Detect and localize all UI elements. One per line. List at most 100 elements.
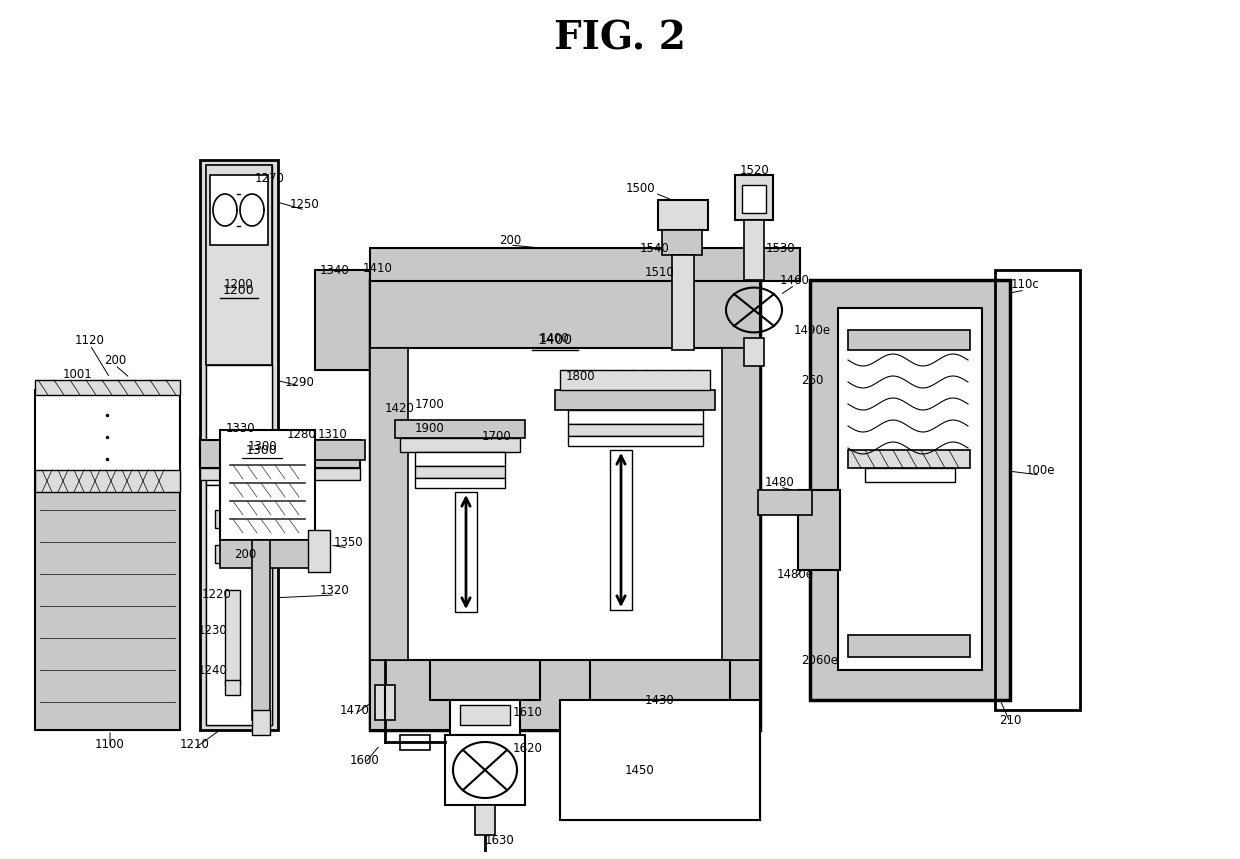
Text: 100e: 100e bbox=[1025, 464, 1055, 477]
Bar bbox=[219, 430, 315, 540]
Text: 1400: 1400 bbox=[541, 332, 570, 344]
Text: 1900: 1900 bbox=[415, 422, 445, 435]
Text: 210: 210 bbox=[998, 714, 1022, 727]
Text: 200: 200 bbox=[234, 549, 257, 562]
Text: 1300: 1300 bbox=[246, 443, 278, 456]
Bar bbox=[560, 370, 711, 390]
Bar bbox=[315, 270, 370, 370]
Text: 1430: 1430 bbox=[645, 693, 675, 706]
Text: 1530: 1530 bbox=[765, 241, 795, 254]
Bar bbox=[560, 700, 760, 820]
Text: 1330: 1330 bbox=[226, 422, 254, 435]
Text: 1610: 1610 bbox=[513, 706, 543, 720]
Text: 1700: 1700 bbox=[415, 399, 445, 411]
Text: 1520: 1520 bbox=[740, 163, 770, 176]
Text: 1250: 1250 bbox=[290, 198, 320, 211]
Text: 1420: 1420 bbox=[386, 401, 415, 415]
Bar bbox=[455, 492, 477, 612]
Bar bbox=[744, 220, 764, 280]
Bar bbox=[308, 530, 330, 572]
Bar bbox=[224, 680, 241, 695]
Bar bbox=[401, 735, 430, 750]
Bar bbox=[370, 248, 800, 281]
Bar bbox=[215, 545, 265, 563]
Text: 1120: 1120 bbox=[76, 333, 105, 346]
Bar bbox=[994, 270, 1080, 710]
Bar bbox=[590, 660, 730, 700]
Bar bbox=[838, 308, 982, 670]
Text: 200: 200 bbox=[104, 354, 126, 367]
Bar bbox=[206, 485, 272, 725]
Text: 1620: 1620 bbox=[513, 741, 543, 754]
Bar bbox=[35, 490, 180, 730]
Text: 1300: 1300 bbox=[247, 441, 277, 454]
Bar bbox=[662, 230, 702, 255]
Bar bbox=[35, 390, 180, 490]
Text: 1290: 1290 bbox=[285, 375, 315, 388]
Text: 1220: 1220 bbox=[202, 588, 232, 601]
Text: 1310: 1310 bbox=[319, 429, 348, 442]
Bar bbox=[848, 450, 970, 468]
Bar bbox=[430, 660, 539, 700]
Bar bbox=[35, 470, 180, 492]
Text: 1200: 1200 bbox=[224, 278, 254, 291]
Text: 1500: 1500 bbox=[625, 181, 655, 194]
Text: 1230: 1230 bbox=[198, 624, 228, 637]
Bar bbox=[252, 710, 270, 735]
Text: 1400: 1400 bbox=[537, 333, 573, 347]
Text: 1210: 1210 bbox=[180, 739, 210, 752]
Bar bbox=[744, 338, 764, 366]
Text: 1270: 1270 bbox=[255, 172, 285, 185]
Text: 1450: 1450 bbox=[625, 764, 655, 777]
Bar bbox=[35, 380, 180, 395]
Bar bbox=[206, 365, 272, 485]
Text: 1460: 1460 bbox=[780, 273, 810, 287]
Bar bbox=[672, 255, 694, 350]
Bar bbox=[568, 424, 703, 436]
Bar bbox=[210, 175, 268, 245]
Text: FIG. 2: FIG. 2 bbox=[554, 19, 686, 57]
Bar bbox=[758, 490, 812, 515]
Bar bbox=[742, 185, 766, 213]
Bar bbox=[219, 540, 315, 568]
Text: 1410: 1410 bbox=[363, 261, 393, 275]
Text: 1240: 1240 bbox=[198, 663, 228, 677]
Text: 1630: 1630 bbox=[485, 833, 515, 846]
Bar bbox=[810, 280, 1011, 700]
Bar bbox=[415, 452, 505, 466]
Bar bbox=[460, 705, 510, 725]
Bar bbox=[200, 440, 360, 468]
Bar bbox=[658, 200, 708, 230]
Bar bbox=[475, 805, 495, 835]
Text: 1800: 1800 bbox=[565, 370, 595, 383]
Bar bbox=[305, 440, 365, 460]
Text: 1280: 1280 bbox=[288, 429, 317, 442]
Text: 2060e: 2060e bbox=[801, 654, 838, 667]
Bar bbox=[370, 280, 760, 730]
Text: 1470: 1470 bbox=[340, 704, 370, 716]
Bar bbox=[415, 466, 505, 478]
Text: 1490e: 1490e bbox=[794, 324, 831, 337]
Bar bbox=[556, 390, 715, 410]
Text: 1600: 1600 bbox=[350, 753, 379, 766]
Bar bbox=[252, 540, 270, 720]
Bar bbox=[735, 175, 773, 220]
Bar bbox=[450, 700, 520, 735]
Bar bbox=[415, 478, 505, 488]
Text: 110c: 110c bbox=[1011, 278, 1039, 291]
Text: 1540: 1540 bbox=[640, 241, 670, 254]
Bar bbox=[370, 660, 760, 730]
Bar bbox=[610, 450, 632, 610]
Bar bbox=[200, 160, 278, 730]
Text: 1340: 1340 bbox=[320, 264, 350, 277]
Bar bbox=[206, 165, 272, 365]
Bar bbox=[568, 436, 703, 446]
Bar bbox=[374, 685, 396, 720]
Text: 1480e: 1480e bbox=[776, 569, 813, 582]
Bar bbox=[370, 348, 408, 660]
Text: 260: 260 bbox=[801, 374, 823, 387]
Bar bbox=[401, 438, 520, 452]
Bar bbox=[215, 510, 265, 528]
Bar bbox=[799, 490, 839, 570]
Bar bbox=[224, 590, 241, 685]
